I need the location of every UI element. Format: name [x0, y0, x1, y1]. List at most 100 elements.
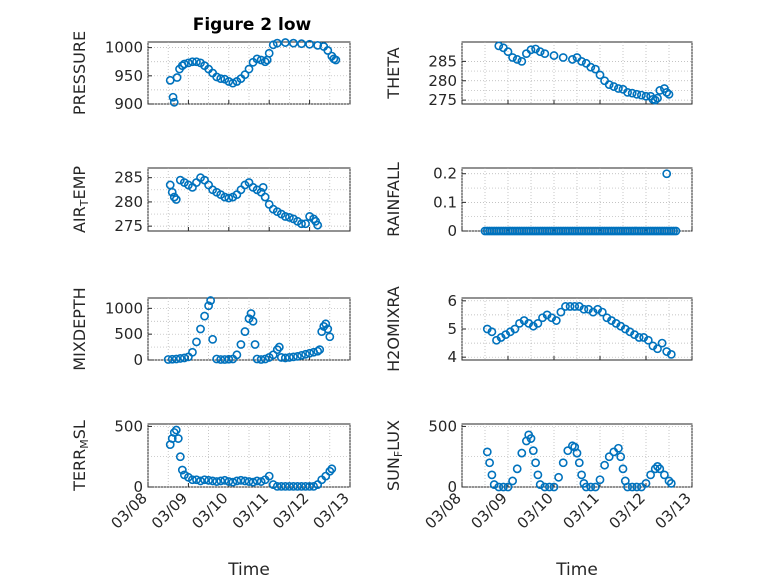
data-point — [224, 354, 234, 364]
data-point — [188, 57, 197, 67]
data-point — [591, 482, 600, 492]
data-point — [664, 476, 674, 486]
data-point — [331, 55, 341, 65]
data-point — [653, 344, 662, 354]
data-point — [204, 475, 213, 485]
data-point — [305, 348, 314, 358]
data-point — [252, 54, 262, 64]
data-point — [204, 301, 213, 311]
data-point — [196, 324, 205, 334]
data-point — [228, 477, 238, 487]
data-point — [169, 428, 179, 437]
data-point — [293, 481, 302, 491]
data-point — [280, 212, 290, 221]
x-tick-label: 03/08 — [422, 489, 465, 532]
data-point — [627, 482, 637, 492]
data-point — [641, 478, 651, 488]
data-point — [666, 478, 676, 488]
data-point — [508, 53, 517, 62]
data-point — [549, 482, 559, 492]
data-point — [623, 482, 632, 492]
data-point — [167, 187, 177, 197]
data-point — [554, 472, 563, 482]
y-axis-label: TERRMSL — [70, 420, 91, 492]
x-tick-label: 03/09 — [468, 489, 511, 532]
data-point — [313, 346, 323, 356]
data-point — [551, 316, 561, 325]
data-point — [236, 340, 246, 349]
data-point — [545, 482, 554, 492]
data-point — [323, 324, 333, 334]
data-point — [531, 458, 540, 468]
y-tick-label: 280 — [428, 72, 457, 90]
data-point — [494, 41, 504, 51]
data-point — [600, 460, 609, 470]
data-point — [305, 481, 314, 491]
data-point — [301, 219, 310, 229]
y-tick-label: 0 — [133, 478, 143, 496]
data-point — [240, 70, 250, 80]
data-point — [224, 193, 234, 203]
data-point — [563, 446, 573, 456]
series-markers — [494, 41, 674, 105]
data-point — [173, 434, 183, 443]
data-point — [556, 307, 566, 317]
subplot-8: 0 500 03/08 03/09 03/10 03/11 03/12 03/13 Time SU… — [384, 417, 695, 580]
x-tick-label: 03/11 — [560, 489, 603, 532]
data-point — [228, 78, 238, 88]
data-point — [232, 476, 242, 486]
data-point — [248, 316, 258, 326]
data-point — [280, 38, 290, 47]
data-point — [574, 458, 584, 468]
data-point — [489, 480, 499, 489]
y-tick-label: 1000 — [105, 39, 143, 57]
data-point — [597, 307, 607, 317]
data-point — [671, 226, 681, 236]
data-point — [244, 64, 254, 74]
y-axis-label: H2OMIXRA — [384, 286, 403, 372]
data-point — [634, 333, 644, 342]
subplot-6: 4 5 6 H2OMIXRA — [384, 286, 693, 372]
data-point — [482, 447, 492, 457]
subplot-3: 275 280 285 AIRTEMP — [70, 166, 351, 235]
data-point — [305, 39, 314, 49]
data-point — [528, 446, 538, 456]
data-point — [297, 219, 306, 229]
data-point — [236, 475, 246, 485]
data-point — [581, 482, 591, 492]
y-tick-label: 1000 — [105, 299, 143, 317]
data-point — [558, 458, 568, 468]
data-point — [313, 220, 323, 230]
data-point — [533, 470, 543, 480]
data-point — [171, 195, 181, 204]
series-markers — [163, 296, 335, 364]
data-point — [526, 434, 536, 443]
data-point — [220, 475, 230, 485]
data-point — [627, 88, 637, 98]
data-point — [535, 480, 545, 489]
data-point — [595, 70, 605, 80]
y-tick-label: 0 — [133, 351, 143, 369]
y-tick-label: 0.2 — [433, 165, 457, 183]
data-point — [657, 338, 667, 348]
subplot-4: 0 0.1 0.2 RAINFALL — [384, 162, 693, 240]
data-point — [224, 77, 234, 86]
data-point — [650, 95, 660, 105]
data-point — [171, 354, 181, 364]
data-point — [549, 51, 559, 60]
y-tick-label: 500 — [428, 417, 457, 435]
data-point — [220, 355, 230, 364]
x-axis-label: Time — [227, 560, 270, 580]
data-point — [264, 471, 274, 481]
data-point — [171, 425, 181, 435]
data-point — [260, 354, 270, 364]
data-point — [632, 482, 642, 492]
data-point — [604, 452, 614, 462]
y-axis-label: SUNFLUX — [384, 420, 405, 491]
data-point — [494, 482, 504, 492]
data-point — [632, 89, 642, 99]
data-point — [616, 452, 626, 462]
data-point — [169, 97, 179, 107]
